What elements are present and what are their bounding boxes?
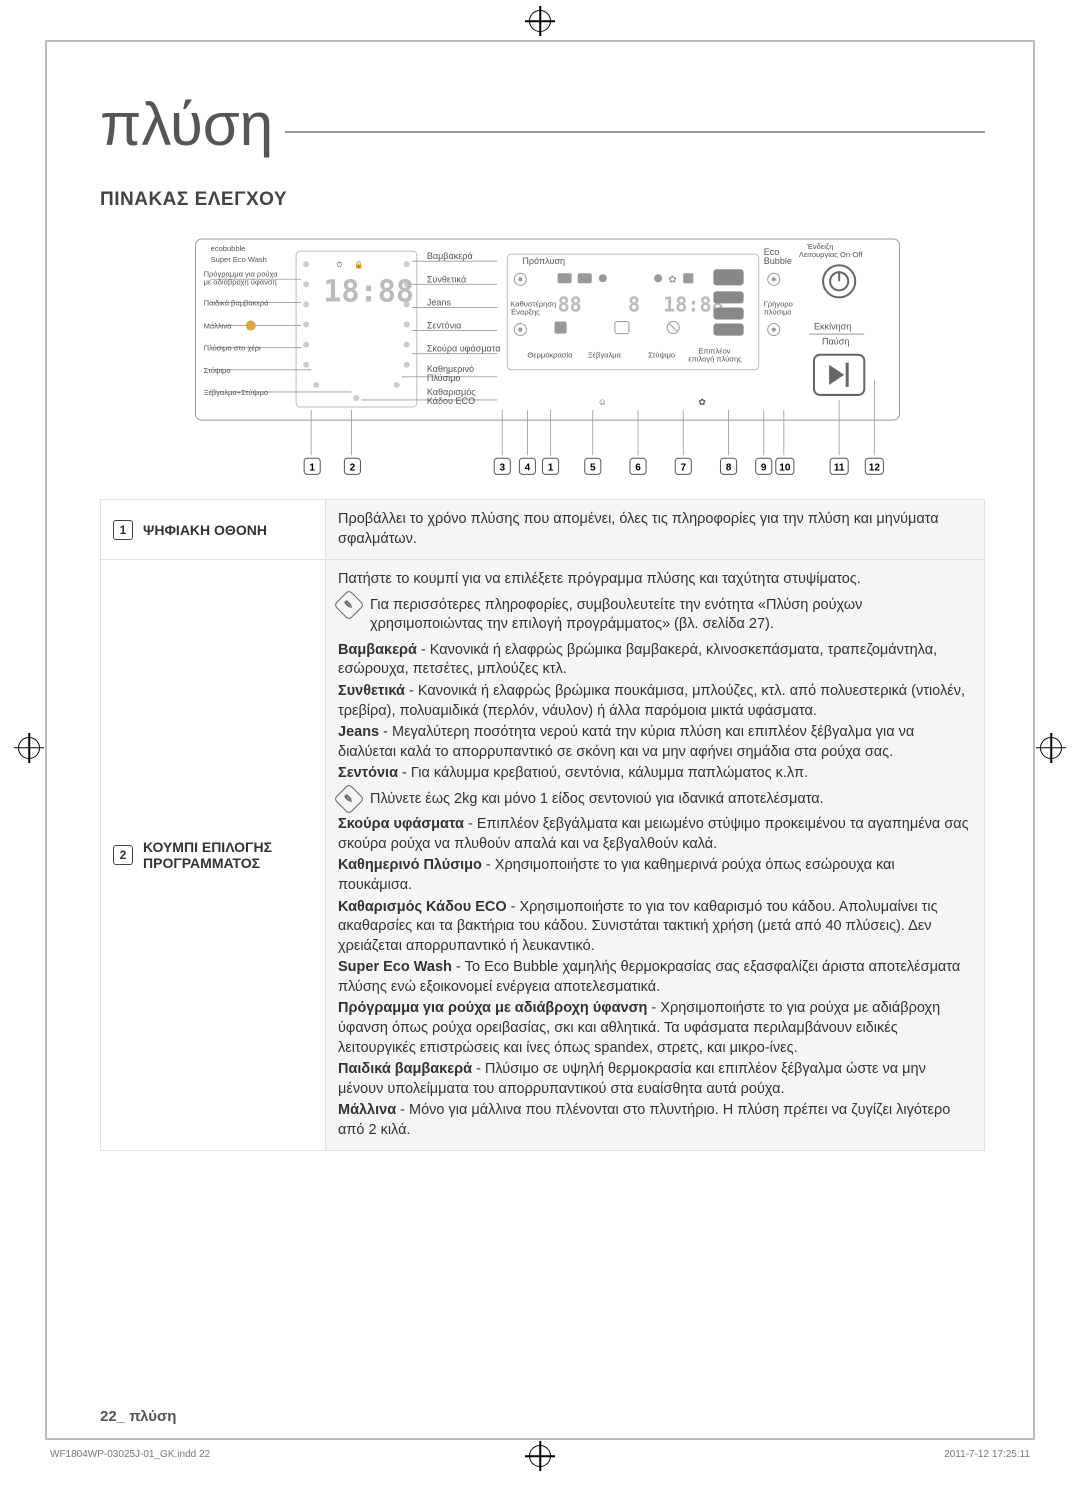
registration-mark: [529, 1445, 551, 1467]
svg-text:Στύψιμο: Στύψιμο: [648, 351, 675, 360]
print-meta: 2011-7-12 17:25:11: [944, 1449, 1030, 1460]
digital-display: 18:88: [323, 274, 414, 309]
svg-text:4: 4: [525, 462, 531, 473]
table-row: 1 ΨΗΦΙΑΚΗ ΟΘΟΝΗ Προβάλλει το χρόνο πλύση…: [101, 500, 985, 560]
row-num: 1: [113, 520, 133, 540]
svg-text:3: 3: [499, 462, 505, 473]
svg-text:Σκούρα υφάσματα: Σκούρα υφάσματα: [427, 344, 501, 354]
svg-text:✿: ✿: [668, 274, 676, 285]
svg-text:Βαμβακερά: Βαμβακερά: [427, 251, 473, 261]
svg-text:Στύψιμο: Στύψιμο: [204, 366, 231, 375]
print-meta: WF1804WP-03025J-01_GK.indd 22: [50, 1449, 210, 1460]
registration-mark: [1040, 737, 1062, 759]
control-panel-diagram: ⏱ 🔒 18:88 ecobubble Super Eco Wash Πρόγρ…: [100, 229, 985, 489]
registration-mark: [529, 10, 551, 32]
svg-text:ΚαθαρισμόςΚάδου ECO: ΚαθαρισμόςΚάδου ECO: [427, 387, 476, 406]
svg-text:ΚαθυστέρησηΈναρξης: ΚαθυστέρησηΈναρξης: [509, 299, 556, 316]
row-desc: Προβάλλει το χρόνο πλύσης που απομένει, …: [326, 500, 985, 560]
svg-text:Παιδικά βαμβακερά: Παιδικά βαμβακερά: [204, 298, 270, 307]
svg-text:ecobubble: ecobubble: [211, 244, 246, 253]
svg-text:7: 7: [680, 462, 686, 473]
svg-text:☺: ☺: [598, 397, 607, 407]
svg-text:1: 1: [309, 462, 315, 473]
svg-text:Super Eco Wash: Super Eco Wash: [211, 255, 267, 264]
svg-text:8: 8: [628, 292, 640, 316]
svg-text:Μάλλινα: Μάλλινα: [204, 322, 233, 331]
page-footer: 22_ πλύση: [100, 1408, 176, 1425]
crop-mark: [45, 40, 1035, 42]
note-icon: ✎: [333, 589, 364, 620]
svg-text:✿: ✿: [698, 397, 706, 407]
svg-text:Ξέβγαλμα+Στύψιμο: Ξέβγαλμα+Στύψιμο: [204, 388, 269, 397]
table-row: 2 ΚΟΥΜΠΙ ΕΠΙΛΟΓΗΣΠΡΟΓΡΑΜΜΑΤΟΣ Πατήστε το…: [101, 560, 985, 1151]
svg-text:9: 9: [761, 462, 767, 473]
svg-text:88: 88: [558, 292, 582, 316]
svg-text:2: 2: [350, 462, 356, 473]
svg-text:Jeans: Jeans: [427, 297, 452, 307]
page-title-row: πλύση: [100, 90, 985, 159]
svg-text:Πρόπλυση: Πρόπλυση: [522, 256, 565, 266]
svg-text:ΚαθημερινόΠλύσιμο: ΚαθημερινόΠλύσιμο: [427, 364, 474, 383]
row-label: ΨΗΦΙΑΚΗ ΟΘΟΝΗ: [143, 522, 267, 538]
svg-text:EcoBubble: EcoBubble: [764, 247, 792, 266]
svg-text:🔒: 🔒: [354, 260, 363, 269]
svg-text:Θερμοκρασία: Θερμοκρασία: [527, 351, 573, 360]
crop-mark: [1033, 40, 1035, 1440]
svg-text:12: 12: [869, 462, 881, 473]
svg-text:Σεντόνια: Σεντόνια: [427, 321, 462, 331]
svg-text:Πλύσιμο στο χέρι: Πλύσιμο στο χέρι: [204, 344, 261, 353]
note-icon: ✎: [333, 783, 364, 814]
svg-text:6: 6: [635, 462, 641, 473]
svg-text:Συνθετικά: Συνθετικά: [427, 274, 466, 284]
svg-text:Παύση: Παύση: [822, 337, 849, 347]
registration-mark: [18, 737, 40, 759]
controls-table: 1 ΨΗΦΙΑΚΗ ΟΘΟΝΗ Προβάλλει το χρόνο πλύση…: [100, 499, 985, 1151]
page-title: πλύση: [100, 90, 285, 159]
svg-text:Ξέβγαλμα: Ξέβγαλμα: [588, 351, 622, 360]
row-desc: Πατήστε το κουμπί για να επιλέξετε πρόγρ…: [326, 560, 985, 1151]
svg-text:Γρήγοροπλύσιμο: Γρήγοροπλύσιμο: [764, 299, 793, 316]
svg-text:10: 10: [779, 462, 791, 473]
crop-mark: [45, 40, 47, 1440]
svg-text:Εκκίνηση: Εκκίνηση: [814, 322, 851, 332]
row-label: ΚΟΥΜΠΙ ΕΠΙΛΟΓΗΣΠΡΟΓΡΑΜΜΑΤΟΣ: [143, 839, 272, 871]
svg-text:5: 5: [590, 462, 596, 473]
svg-text:8: 8: [726, 462, 732, 473]
svg-text:Πρόγραμμα για ρούχαμε αδιάβροχ: Πρόγραμμα για ρούχαμε αδιάβροχη ύφανση: [204, 269, 279, 286]
svg-text:⏱: ⏱: [336, 260, 342, 269]
crop-mark: [45, 1438, 1035, 1440]
svg-text:1: 1: [548, 462, 554, 473]
svg-text:11: 11: [834, 462, 845, 473]
title-rule: [285, 131, 985, 133]
row-num: 2: [113, 845, 133, 865]
svg-text:ΈνδειξηΛειτουργίας On-Off: ΈνδειξηΛειτουργίας On-Off: [799, 242, 863, 259]
svg-text:Επιπλέονεπιλογή πλύσης: Επιπλέονεπιλογή πλύσης: [688, 347, 742, 364]
section-subtitle: ΠΙΝΑΚΑΣ ΕΛΕΓΧΟΥ: [100, 189, 985, 211]
